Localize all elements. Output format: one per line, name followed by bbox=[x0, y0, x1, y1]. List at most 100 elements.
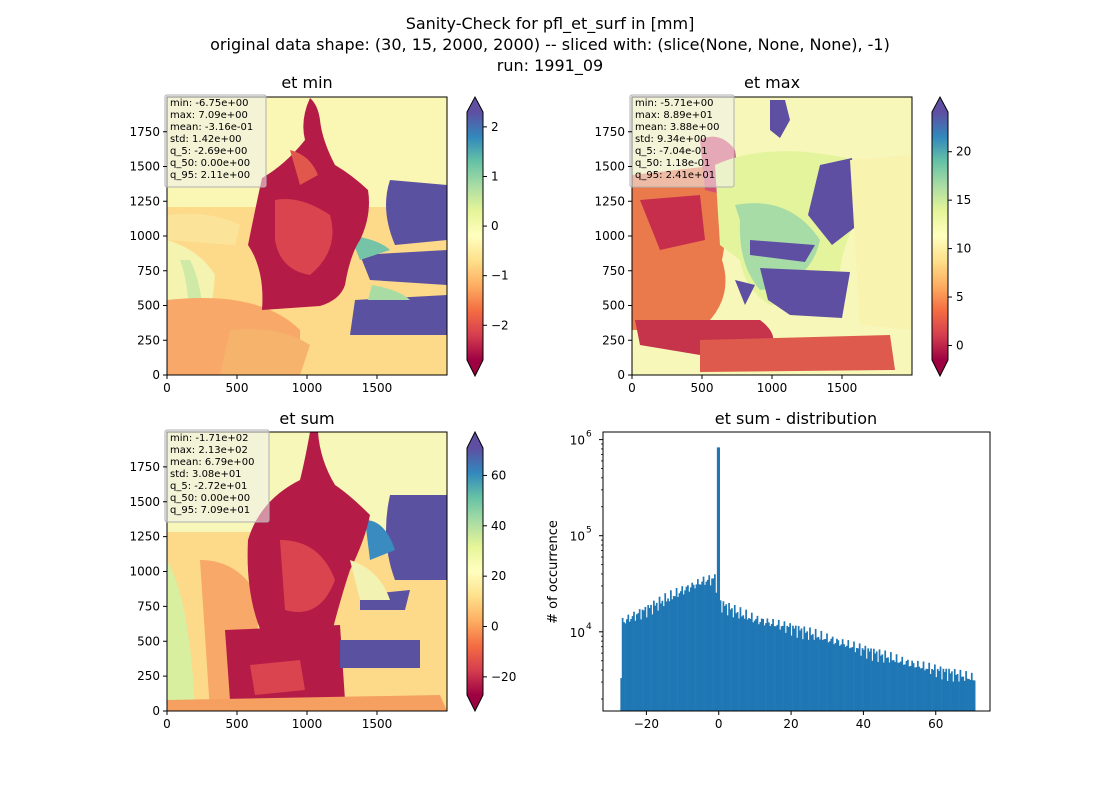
histogram-bar bbox=[665, 601, 668, 711]
y-tick-label: 1000 bbox=[594, 229, 625, 243]
stat-line: min: -5.71e+00 bbox=[635, 98, 714, 109]
histogram-bar bbox=[969, 679, 972, 711]
histogram-bar bbox=[655, 602, 658, 711]
stat-line: mean: 3.88e+00 bbox=[635, 122, 719, 133]
histogram-bar bbox=[810, 635, 813, 711]
y-tick-label: 250 bbox=[602, 333, 625, 347]
stat-line: min: -6.75e+00 bbox=[170, 98, 249, 109]
colorbar-tick-label: −2 bbox=[491, 318, 509, 332]
histogram-bar bbox=[752, 622, 755, 711]
histogram-bar bbox=[875, 651, 878, 711]
histogram-bar bbox=[634, 620, 637, 711]
histogram-bar bbox=[750, 612, 753, 711]
histogram-bar bbox=[682, 594, 685, 711]
histogram-bar bbox=[626, 619, 628, 711]
histogram-bar bbox=[729, 609, 732, 711]
histogram-bar bbox=[851, 647, 854, 711]
histogram-bar bbox=[776, 624, 779, 711]
histogram-bar bbox=[685, 586, 688, 711]
histogram-bar bbox=[899, 661, 902, 711]
histogram-bar bbox=[904, 664, 906, 711]
y-tick-label: 1250 bbox=[129, 530, 160, 544]
histogram-bar bbox=[802, 639, 804, 711]
stat-line: q_5: -2.69e+00 bbox=[170, 146, 247, 157]
histogram-bar bbox=[891, 660, 894, 711]
x-tick-label: 1500 bbox=[362, 381, 393, 395]
colorbar-tick-label: 60 bbox=[491, 468, 506, 482]
histogram-bar bbox=[702, 576, 705, 711]
histogram-bar bbox=[742, 615, 745, 711]
histogram-bar bbox=[833, 644, 835, 711]
histogram-bar bbox=[728, 602, 730, 711]
histogram-bar bbox=[653, 600, 655, 711]
histogram-bar bbox=[928, 662, 931, 711]
histogram-bar bbox=[905, 660, 908, 711]
histogram-bar bbox=[621, 617, 624, 711]
histogram-bar bbox=[881, 654, 884, 711]
histogram-bar bbox=[955, 674, 958, 711]
histogram-bar bbox=[914, 667, 916, 711]
histogram-bar bbox=[841, 639, 844, 711]
histogram-bar bbox=[939, 666, 942, 711]
panel-et-min: et min min: -6.75e+00 max: 7.09e+00 mean… bbox=[129, 73, 508, 395]
histogram-bar bbox=[813, 639, 816, 711]
histogram-bar bbox=[705, 581, 708, 711]
histogram-bar bbox=[723, 605, 726, 711]
histogram-bar bbox=[908, 666, 911, 711]
histogram-bar bbox=[858, 643, 861, 711]
histogram-bar bbox=[861, 648, 864, 711]
histogram-bar bbox=[696, 579, 699, 711]
histogram-bar bbox=[784, 632, 787, 711]
x-tick-label: 40 bbox=[856, 717, 871, 731]
x-tick-label: 0 bbox=[715, 717, 723, 731]
histogram-bar bbox=[824, 639, 827, 711]
histogram-bar bbox=[935, 677, 938, 711]
histogram-bar bbox=[814, 628, 817, 711]
histogram-bar bbox=[863, 649, 865, 711]
histogram-bar bbox=[674, 596, 677, 711]
axes-et-sum: 0 500 1000 1500 0 250 500 750 1000 1250 1500 1750 bbox=[129, 460, 392, 731]
histogram-bar bbox=[929, 673, 932, 711]
x-tick-label: 500 bbox=[691, 381, 714, 395]
heatmap-et-max bbox=[632, 97, 912, 375]
histogram-bar bbox=[779, 629, 782, 711]
histogram-bar bbox=[678, 593, 681, 711]
histogram-bar bbox=[794, 625, 797, 711]
x-tick-label: 500 bbox=[226, 381, 249, 395]
histogram-bar bbox=[762, 618, 765, 711]
figure-title-line-3: run: 1991_09 bbox=[496, 56, 604, 75]
stat-line: max: 7.09e+00 bbox=[170, 110, 248, 121]
stats-box-et-sum: min: -1.71e+02 max: 2.13e+02 mean: 6.79e… bbox=[164, 429, 270, 523]
y-tick-label: 500 bbox=[137, 299, 160, 313]
histogram-bar bbox=[670, 590, 672, 711]
stat-line: q_50: 1.18e-01 bbox=[635, 158, 710, 169]
histogram-bar bbox=[775, 626, 777, 711]
histogram-bar bbox=[695, 584, 698, 711]
histogram-bar bbox=[790, 635, 793, 711]
histogram-bar bbox=[635, 614, 638, 711]
y-tick-label: 0 bbox=[152, 704, 160, 718]
stat-line: q_95: 7.09e+01 bbox=[170, 505, 250, 516]
histogram-bar bbox=[758, 624, 760, 711]
histogram-bar bbox=[718, 447, 721, 711]
histogram-bar bbox=[848, 648, 851, 711]
histogram-bar bbox=[797, 625, 800, 711]
histogram-bar bbox=[770, 624, 773, 711]
histogram-bar bbox=[850, 647, 852, 711]
panel-title-et-min: et min bbox=[281, 73, 332, 92]
x-tick-label: 0 bbox=[163, 717, 171, 731]
histogram-bar bbox=[736, 612, 739, 711]
stat-line: max: 2.13e+02 bbox=[170, 445, 248, 456]
histogram-bar bbox=[748, 618, 750, 711]
histogram-bar bbox=[865, 658, 868, 711]
x-tick-label: 0 bbox=[163, 381, 171, 395]
histogram-bar bbox=[698, 584, 701, 711]
histogram-bar bbox=[648, 607, 651, 711]
x-tick-label: 20 bbox=[783, 717, 798, 731]
histogram-bar bbox=[877, 662, 879, 711]
histogram-bar bbox=[769, 626, 772, 711]
histogram-bar bbox=[677, 596, 679, 711]
histogram-bar bbox=[820, 630, 823, 711]
stat-line: std: 9.34e+00 bbox=[635, 134, 707, 145]
